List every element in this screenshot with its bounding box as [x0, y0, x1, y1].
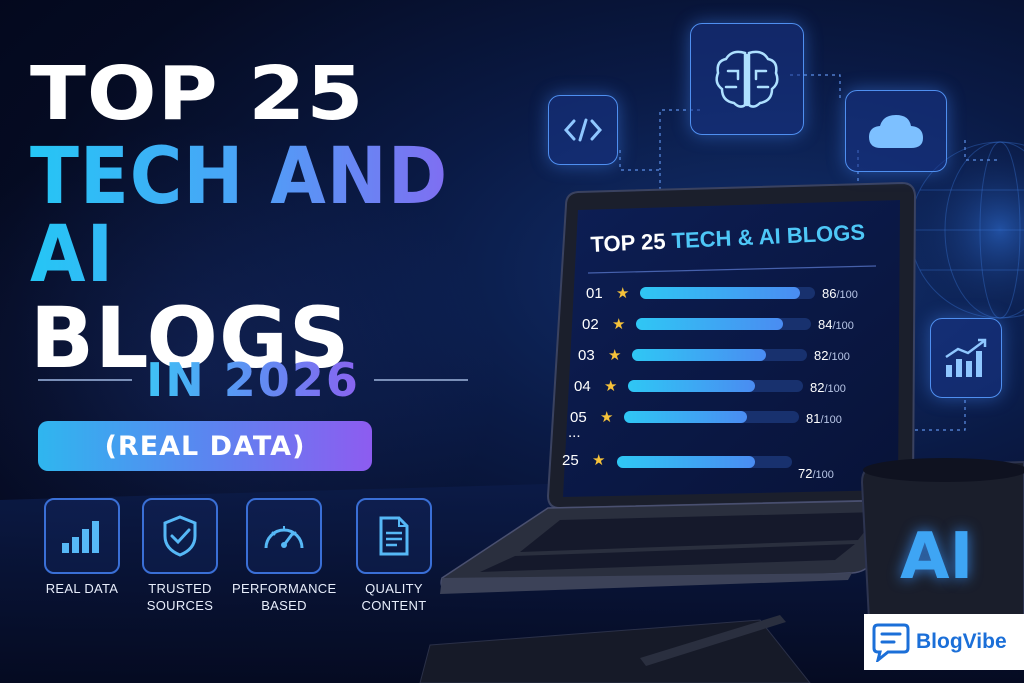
- rank-label: 05: [570, 409, 587, 426]
- real-data-pill: (REAL DATA): [38, 421, 372, 471]
- bar-row-05: [624, 411, 799, 423]
- feature-label: REAL DATA: [45, 581, 119, 596]
- headline: TOP 25 TECH AND AI BLOGS: [30, 58, 530, 380]
- brand-name: BlogVibe: [916, 630, 1007, 653]
- score-label: 72/100: [798, 466, 834, 481]
- ellipsis-label: ...: [568, 424, 581, 441]
- score-label: 82/100: [814, 348, 850, 363]
- bar-chart-icon: [44, 498, 120, 574]
- keyboard-keys: [480, 512, 880, 572]
- screen-bars: [617, 287, 815, 468]
- document-icon: [356, 498, 432, 574]
- speedometer-icon: [246, 498, 322, 574]
- rank-label: 25: [562, 452, 579, 469]
- growth-chart-icon: [930, 318, 1002, 398]
- star-icon: ★: [616, 284, 630, 302]
- divider-left: [38, 379, 133, 381]
- headline-line-2: TECH AND AI: [30, 138, 490, 294]
- feature-label: TRUSTED SOURCES: [146, 581, 214, 613]
- star-icon: ★: [592, 451, 606, 469]
- headline-line-1: TOP 25: [30, 51, 365, 138]
- feature-trusted-sources: TRUSTED SOURCES: [128, 498, 232, 614]
- rank-label: 03: [578, 347, 595, 364]
- star-icon: ★: [604, 377, 618, 395]
- year-label: IN 2026: [146, 353, 360, 407]
- code-icon: [548, 95, 618, 165]
- feature-label: PERFORMANCE BASED: [232, 581, 337, 613]
- star-icon: ★: [608, 346, 622, 364]
- rank-label: 04: [574, 378, 591, 395]
- divider-right: [373, 379, 468, 381]
- score-label: 86/100: [822, 286, 858, 301]
- bar-row-04: [628, 380, 803, 392]
- bar-row-03: [632, 349, 807, 361]
- star-icon: ★: [612, 315, 626, 333]
- feature-quality-content: QUALITY CONTENT: [342, 498, 446, 614]
- feature-real-data: REAL DATA: [30, 498, 134, 597]
- bar-row-25: [617, 456, 792, 468]
- brain-icon: [690, 23, 804, 135]
- headline-line-3: BLOGS: [30, 289, 351, 387]
- screen-title-white: TOP 25: [590, 228, 673, 257]
- feature-badges: REAL DATA TRUSTED SOURCES PERFORMANCE BASE…: [30, 498, 450, 618]
- globe-graphic: [905, 135, 1024, 325]
- year-row: IN 2026: [38, 353, 468, 407]
- cloud-icon: [845, 90, 947, 172]
- feature-performance-based: PERFORMANCE BASED: [232, 498, 336, 614]
- score-label: 81/100: [806, 411, 842, 426]
- pen: [640, 615, 786, 666]
- score-label: 82/100: [810, 380, 846, 395]
- bar-row-01: [640, 287, 815, 299]
- brand-logo[interactable]: BlogVibe: [864, 614, 1024, 670]
- feature-label: QUALITY CONTENT: [361, 581, 427, 613]
- rank-label: 01: [586, 285, 603, 302]
- chat-bubble-icon: [872, 623, 910, 662]
- bar-row-02: [636, 318, 811, 330]
- score-label: 84/100: [818, 317, 854, 332]
- rank-label: 02: [582, 316, 599, 333]
- star-icon: ★: [600, 408, 614, 426]
- mug-ai-text: AI: [900, 520, 974, 594]
- shield-check-icon: [142, 498, 218, 574]
